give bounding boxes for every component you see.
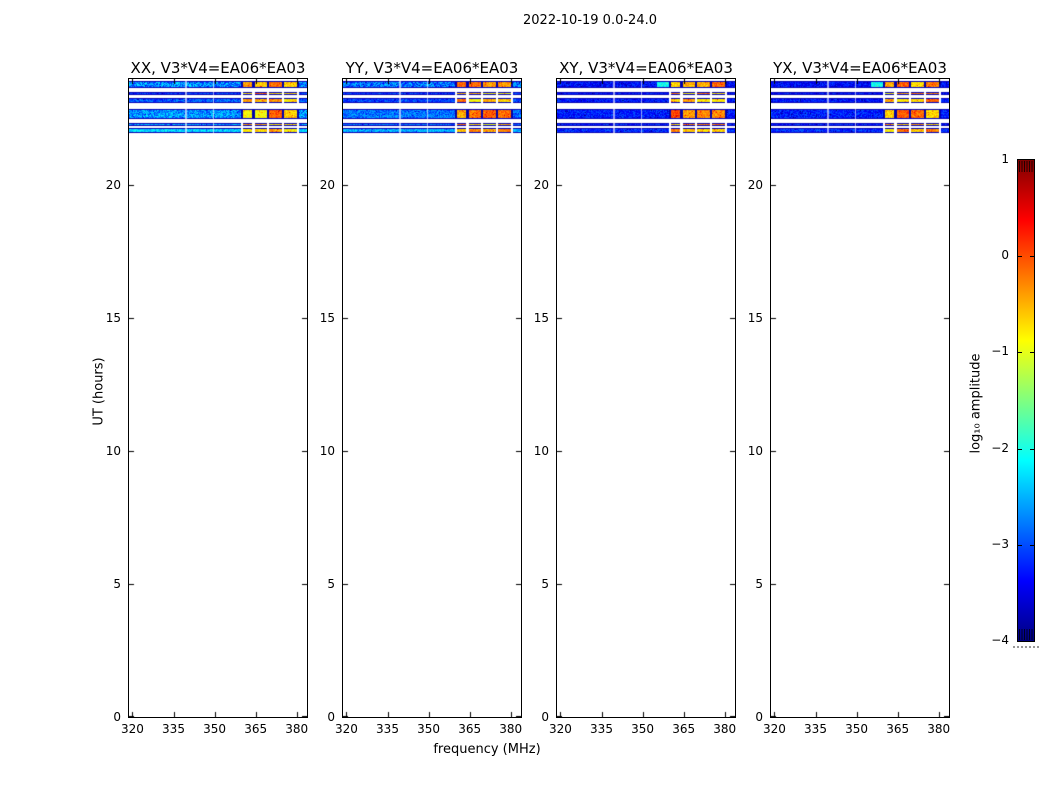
colorbar-tick-label: −1	[991, 344, 1009, 359]
heatmap-canvas-xy	[557, 79, 735, 717]
panel-xy	[556, 78, 736, 718]
panel-title-xx: XX, V3*V4=EA06*EA03	[130, 59, 306, 77]
x-tick-label: 320	[548, 722, 572, 736]
x-tick-label: 380	[285, 722, 309, 736]
colorbar-dotted-edge	[1013, 646, 1039, 648]
x-tick-label: 380	[499, 722, 523, 736]
colorbar-tick-mark	[1030, 256, 1034, 257]
colorbar-tick-mark	[1018, 449, 1022, 450]
x-tick-label: 380	[713, 722, 737, 736]
panel-xx	[128, 78, 308, 718]
x-tick-label: 320	[762, 722, 786, 736]
y-tick-label: 0	[541, 710, 549, 724]
x-axis-label: frequency (MHz)	[433, 742, 541, 757]
colorbar-tick-label: −3	[991, 536, 1009, 551]
y-tick-label: 20	[533, 178, 549, 193]
y-tick-label: 15	[105, 311, 121, 326]
colorbar-tick-label: −2	[991, 440, 1009, 455]
y-tick-label: 10	[747, 444, 763, 459]
y-tick-label: 10	[533, 444, 549, 459]
y-tick-label: 5	[327, 577, 335, 592]
y-tick-label: 0	[113, 710, 121, 724]
x-tick-label: 320	[120, 722, 144, 736]
y-tick-label: 20	[105, 178, 121, 193]
colorbar-tick-label: 0	[1001, 248, 1009, 263]
colorbar-tick-label: −4	[991, 633, 1009, 647]
x-tick-label: 350	[845, 722, 869, 736]
y-tick-label: 0	[327, 710, 335, 724]
colorbar-tick-mark	[1030, 352, 1034, 353]
colorbar-tick-mark	[1030, 545, 1034, 546]
y-tick-label: 15	[747, 311, 763, 326]
colorbar-bottom-hatch	[1019, 629, 1033, 640]
x-tick-label: 365	[244, 722, 268, 736]
x-tick-label: 335	[376, 722, 399, 736]
y-tick-label: 20	[747, 178, 763, 193]
colorbar-tick-label: 1	[1001, 152, 1009, 166]
heatmap-canvas-yx	[771, 79, 949, 717]
y-tick-label: 15	[533, 311, 549, 326]
colorbar-tick-mark	[1018, 352, 1022, 353]
panel-yx	[770, 78, 950, 718]
colorbar-tick-mark	[1018, 256, 1022, 257]
x-tick-label: 365	[672, 722, 696, 736]
x-tick-label: 350	[631, 722, 655, 736]
y-tick-label: 10	[105, 444, 121, 459]
colorbar-gradient	[1018, 160, 1034, 641]
x-tick-label: 365	[886, 722, 910, 736]
panel-title-yx: YX, V3*V4=EA06*EA03	[773, 59, 947, 77]
x-tick-label: 320	[334, 722, 358, 736]
panel-title-yy: YY, V3*V4=EA06*EA03	[345, 59, 519, 77]
x-tick-label: 335	[804, 722, 827, 736]
panel-title-xy: XY, V3*V4=EA06*EA03	[559, 59, 733, 77]
colorbar	[1017, 159, 1035, 642]
colorbar-tick-mark	[1030, 449, 1034, 450]
y-tick-label: 5	[755, 577, 763, 592]
heatmap-canvas-yy	[343, 79, 521, 717]
panel-yy	[342, 78, 522, 718]
y-tick-label: 10	[319, 444, 335, 459]
y-tick-label: 5	[113, 577, 121, 592]
x-tick-label: 335	[162, 722, 185, 736]
x-tick-label: 335	[590, 722, 613, 736]
y-tick-label: 0	[755, 710, 763, 724]
colorbar-label: log₁₀ amplitude	[968, 353, 984, 454]
colorbar-tick-mark	[1018, 545, 1022, 546]
x-tick-label: 350	[203, 722, 227, 736]
y-tick-label: 15	[319, 311, 335, 326]
y-tick-label: 5	[541, 577, 549, 592]
y-tick-label: 20	[319, 178, 335, 193]
figure-title: 2022-10-19 0.0-24.0	[523, 13, 657, 28]
x-tick-label: 365	[458, 722, 482, 736]
x-tick-label: 380	[927, 722, 951, 736]
heatmap-canvas-xx	[129, 79, 307, 717]
x-tick-label: 350	[417, 722, 441, 736]
colorbar-top-hatch	[1019, 161, 1033, 172]
